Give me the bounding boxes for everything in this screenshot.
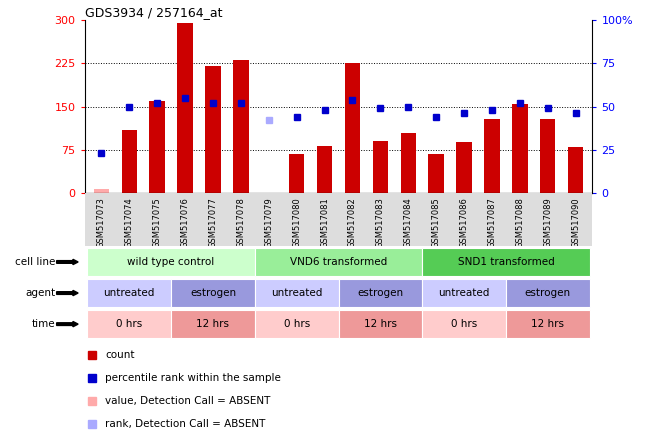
Text: GSM517082: GSM517082: [348, 198, 357, 248]
Bar: [150, 101, 165, 193]
Text: 0 hrs: 0 hrs: [116, 319, 143, 329]
Text: GSM517089: GSM517089: [544, 198, 552, 248]
Text: SND1 transformed: SND1 transformed: [458, 257, 554, 267]
Bar: [87, 310, 171, 338]
Text: VND6 transformed: VND6 transformed: [290, 257, 387, 267]
Bar: [568, 147, 583, 193]
Bar: [255, 279, 339, 307]
Text: GSM517087: GSM517087: [488, 198, 497, 248]
Bar: [171, 310, 255, 338]
Bar: [255, 248, 422, 276]
Text: GSM517079: GSM517079: [264, 198, 273, 248]
Bar: [339, 310, 422, 338]
Text: GSM517075: GSM517075: [153, 198, 161, 248]
Text: 12 hrs: 12 hrs: [364, 319, 397, 329]
Bar: [177, 23, 193, 193]
Text: 12 hrs: 12 hrs: [531, 319, 564, 329]
Bar: [372, 141, 388, 193]
Text: value, Detection Call = ABSENT: value, Detection Call = ABSENT: [105, 396, 270, 406]
Text: GSM517090: GSM517090: [571, 198, 580, 248]
Text: untreated: untreated: [438, 288, 490, 298]
Bar: [506, 310, 590, 338]
Text: time: time: [32, 319, 55, 329]
Bar: [540, 119, 555, 193]
Bar: [422, 310, 506, 338]
Text: untreated: untreated: [104, 288, 155, 298]
Text: 0 hrs: 0 hrs: [451, 319, 477, 329]
Text: GSM517078: GSM517078: [236, 198, 245, 248]
Bar: [345, 63, 360, 193]
Text: GSM517076: GSM517076: [180, 198, 189, 248]
Bar: [122, 130, 137, 193]
Text: GSM517086: GSM517086: [460, 198, 469, 248]
Text: estrogen: estrogen: [190, 288, 236, 298]
Text: untreated: untreated: [271, 288, 322, 298]
Bar: [171, 279, 255, 307]
Text: GSM517077: GSM517077: [208, 198, 217, 248]
Text: GSM517088: GSM517088: [516, 198, 524, 248]
Bar: [87, 279, 171, 307]
Bar: [484, 119, 499, 193]
Text: wild type control: wild type control: [128, 257, 215, 267]
Bar: [428, 154, 444, 193]
Bar: [94, 189, 109, 193]
Text: 0 hrs: 0 hrs: [284, 319, 310, 329]
Text: GDS3934 / 257164_at: GDS3934 / 257164_at: [85, 6, 222, 19]
Text: agent: agent: [25, 288, 55, 298]
Text: GSM517073: GSM517073: [97, 198, 106, 248]
Text: estrogen: estrogen: [357, 288, 404, 298]
Bar: [400, 133, 416, 193]
Bar: [512, 104, 527, 193]
Bar: [422, 248, 590, 276]
Text: GSM517083: GSM517083: [376, 198, 385, 248]
Text: GSM517080: GSM517080: [292, 198, 301, 248]
Text: percentile rank within the sample: percentile rank within the sample: [105, 373, 281, 383]
Text: rank, Detection Call = ABSENT: rank, Detection Call = ABSENT: [105, 419, 266, 429]
Bar: [205, 66, 221, 193]
Text: GSM517084: GSM517084: [404, 198, 413, 248]
Bar: [339, 279, 422, 307]
Text: count: count: [105, 350, 135, 361]
Text: cell line: cell line: [15, 257, 55, 267]
Bar: [233, 60, 249, 193]
Text: estrogen: estrogen: [525, 288, 571, 298]
Text: 12 hrs: 12 hrs: [197, 319, 229, 329]
Text: GSM517074: GSM517074: [125, 198, 133, 248]
Text: GSM517085: GSM517085: [432, 198, 441, 248]
Bar: [422, 279, 506, 307]
Bar: [506, 279, 590, 307]
Bar: [456, 143, 472, 193]
Bar: [255, 310, 339, 338]
Bar: [87, 248, 255, 276]
Text: GSM517081: GSM517081: [320, 198, 329, 248]
Bar: [289, 154, 304, 193]
Bar: [317, 146, 332, 193]
